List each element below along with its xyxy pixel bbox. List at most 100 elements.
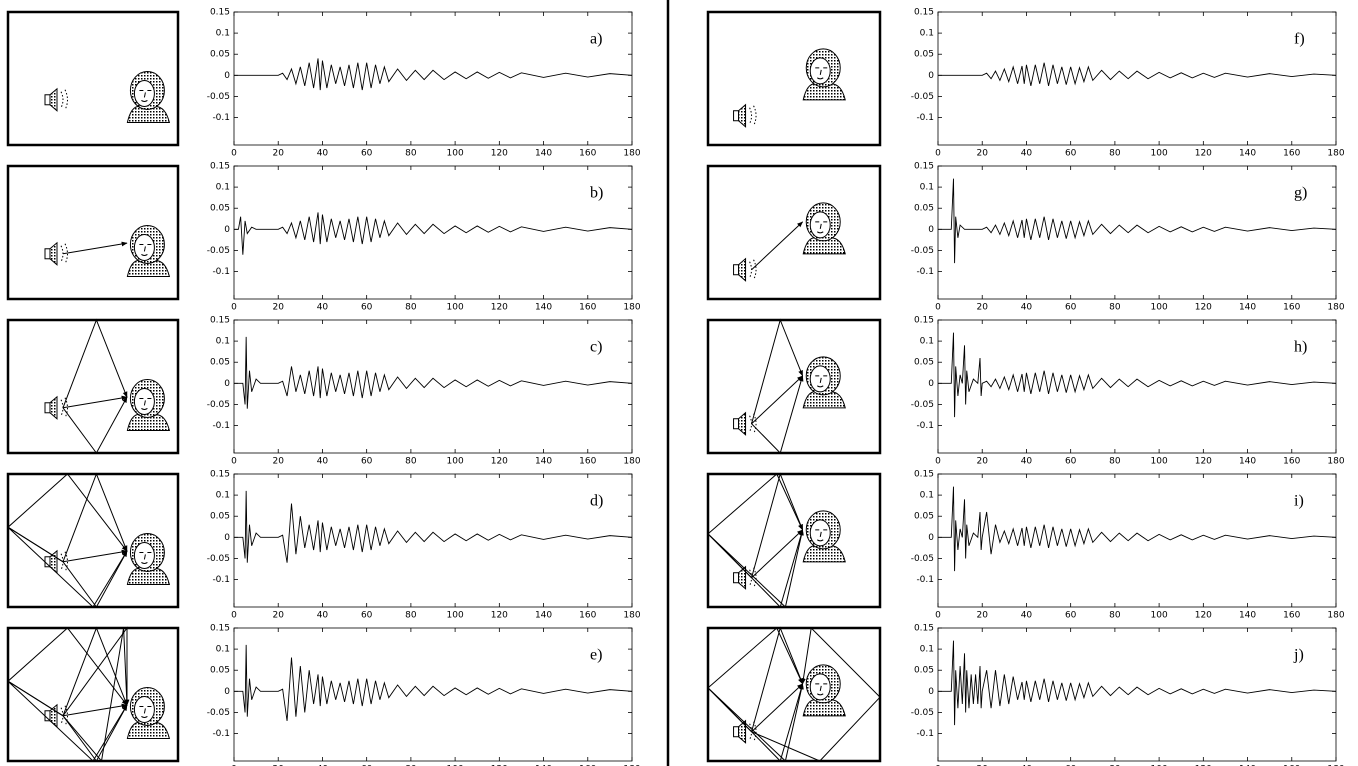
x-tick-label: 20: [272, 457, 284, 467]
y-tick-label: 0.05: [210, 512, 230, 522]
panel-label: e): [590, 647, 602, 664]
y-tick-label: 0: [928, 71, 934, 81]
figure: 0 20 40 60 80 100 120 140 160 180 -0.1 -0.05 0 0.05 0.…: [0, 0, 1358, 766]
y-tick-label: 0.1: [920, 645, 934, 655]
x-tick-label: 140: [535, 457, 552, 467]
x-tick-label: 140: [1239, 611, 1256, 621]
x-tick-label: 140: [1239, 149, 1256, 159]
y-tick-label: -0.05: [911, 246, 934, 256]
x-tick-label: 100: [1151, 149, 1168, 159]
y-tick-label: 0.05: [210, 358, 230, 368]
x-tick-label: 140: [535, 149, 552, 159]
face: [134, 542, 154, 568]
y-tick-label: 0.15: [914, 162, 934, 172]
y-tick-label: 0: [928, 225, 934, 235]
y-tick-label: 0.15: [914, 8, 934, 18]
y-tick-label: 0.15: [914, 316, 934, 326]
x-tick-label: 180: [1327, 303, 1344, 313]
x-tick-label: 180: [1327, 457, 1344, 467]
x-tick-label: 160: [1283, 303, 1300, 313]
y-tick-label: 0.1: [216, 29, 230, 39]
face: [810, 212, 830, 238]
panel-label: j): [1293, 647, 1304, 664]
x-tick-label: 120: [1195, 303, 1212, 313]
x-tick-label: 180: [623, 611, 640, 621]
x-tick-label: 0: [231, 149, 237, 159]
x-tick-label: 140: [1239, 457, 1256, 467]
face: [810, 58, 830, 84]
y-tick-label: -0.1: [916, 421, 934, 431]
y-tick-label: 0.1: [216, 183, 230, 193]
y-tick-label: 0.1: [216, 645, 230, 655]
x-tick-label: 120: [1195, 611, 1212, 621]
panel-label: h): [1294, 339, 1307, 356]
x-tick-label: 60: [361, 611, 373, 621]
x-tick-label: 20: [272, 303, 284, 313]
face: [134, 696, 154, 722]
x-tick-label: 0: [935, 457, 941, 467]
y-tick-label: 0.1: [920, 491, 934, 501]
x-tick-label: 40: [1021, 149, 1033, 159]
y-tick-label: 0.1: [920, 29, 934, 39]
y-tick-label: -0.1: [212, 267, 230, 277]
y-tick-label: 0.1: [920, 183, 934, 193]
x-tick-label: 80: [405, 611, 417, 621]
x-tick-label: 0: [935, 149, 941, 159]
x-tick-label: 40: [317, 303, 329, 313]
y-tick-label: -0.05: [911, 554, 934, 564]
x-tick-label: 80: [405, 457, 417, 467]
y-tick-label: -0.1: [916, 729, 934, 739]
panel-label: a): [590, 31, 602, 48]
panel-label: f): [1294, 31, 1305, 48]
speaker-body: [734, 111, 739, 121]
face: [810, 520, 830, 546]
y-tick-label: 0.1: [216, 337, 230, 347]
face: [134, 234, 154, 260]
y-tick-label: 0.1: [920, 337, 934, 347]
x-tick-label: 60: [1065, 611, 1077, 621]
y-tick-label: -0.1: [212, 729, 230, 739]
x-tick-label: 120: [1195, 149, 1212, 159]
x-tick-label: 60: [1065, 303, 1077, 313]
y-tick-label: 0.05: [210, 50, 230, 60]
y-tick-label: 0.05: [914, 50, 934, 60]
x-tick-label: 20: [976, 611, 988, 621]
x-tick-label: 120: [491, 303, 508, 313]
x-tick-label: 60: [361, 457, 373, 467]
x-tick-label: 20: [272, 149, 284, 159]
y-tick-label: 0.05: [210, 666, 230, 676]
y-tick-label: 0.15: [210, 470, 230, 480]
x-tick-label: 60: [1065, 457, 1077, 467]
x-tick-label: 180: [623, 457, 640, 467]
y-tick-label: 0: [224, 533, 230, 543]
x-tick-label: 80: [1109, 303, 1121, 313]
y-tick-label: 0.05: [914, 666, 934, 676]
face: [810, 366, 830, 392]
x-tick-label: 20: [976, 457, 988, 467]
x-tick-label: 100: [447, 611, 464, 621]
x-tick-label: 180: [623, 303, 640, 313]
x-tick-label: 80: [405, 303, 417, 313]
x-tick-label: 40: [317, 457, 329, 467]
y-tick-label: 0.1: [216, 491, 230, 501]
speaker-body: [45, 95, 50, 105]
y-tick-label: 0.15: [914, 470, 934, 480]
y-tick-label: -0.1: [212, 421, 230, 431]
x-tick-label: 40: [1021, 303, 1033, 313]
x-tick-label: 80: [405, 149, 417, 159]
x-tick-label: 160: [1283, 149, 1300, 159]
speaker-body: [734, 573, 739, 583]
y-tick-label: 0: [224, 225, 230, 235]
y-tick-label: 0: [928, 533, 934, 543]
x-tick-label: 100: [1151, 611, 1168, 621]
x-tick-label: 100: [1151, 457, 1168, 467]
y-tick-label: 0.15: [210, 316, 230, 326]
y-tick-label: -0.05: [207, 554, 230, 564]
x-tick-label: 120: [491, 611, 508, 621]
y-tick-label: -0.1: [212, 575, 230, 585]
x-tick-label: 120: [491, 457, 508, 467]
panel-label: i): [1294, 493, 1304, 510]
face: [810, 674, 830, 700]
y-tick-label: 0.05: [210, 204, 230, 214]
x-tick-label: 60: [361, 149, 373, 159]
